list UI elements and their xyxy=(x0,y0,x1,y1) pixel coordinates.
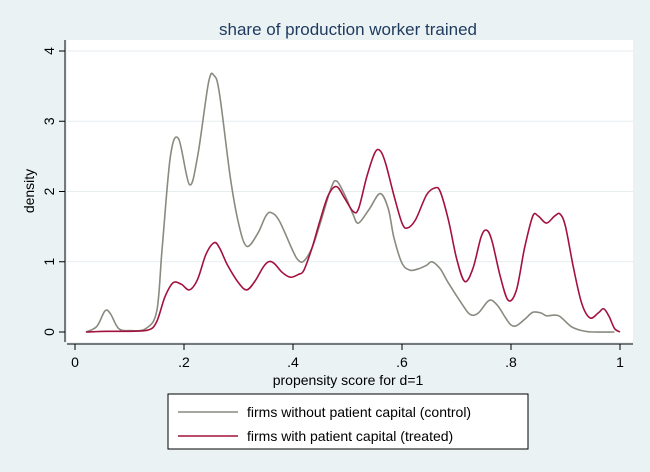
series-lines xyxy=(85,72,621,333)
x-tick-label: .6 xyxy=(396,354,408,370)
y-tick-label: 0 xyxy=(41,328,57,336)
x-tick-label: .4 xyxy=(287,354,299,370)
series-line-control xyxy=(85,72,615,333)
y-axis: 0 1 2 3 4 xyxy=(41,40,66,342)
y-tick-label: 2 xyxy=(41,187,57,195)
y-axis-title: density xyxy=(21,169,37,213)
y-tick-label: 3 xyxy=(41,117,57,125)
y-tick-label: 4 xyxy=(41,47,57,55)
legend-label-treated: firms with patient capital (treated) xyxy=(247,428,453,444)
x-tick-label: 1 xyxy=(616,354,624,370)
x-axis: 0 .2 .4 .6 .8 1 xyxy=(67,343,633,370)
x-tick-label: 0 xyxy=(71,354,79,370)
legend: firms without patient capital (control) … xyxy=(167,393,529,450)
x-axis-title: propensity score for d=1 xyxy=(273,372,424,388)
y-tick-label: 1 xyxy=(41,258,57,266)
x-tick-label: .2 xyxy=(178,354,190,370)
x-tick-label: .8 xyxy=(505,354,517,370)
legend-box xyxy=(167,393,529,450)
legend-label-control: firms without patient capital (control) xyxy=(247,404,471,420)
chart-title: share of production worker trained xyxy=(219,20,477,39)
series-line-treated xyxy=(85,148,621,333)
